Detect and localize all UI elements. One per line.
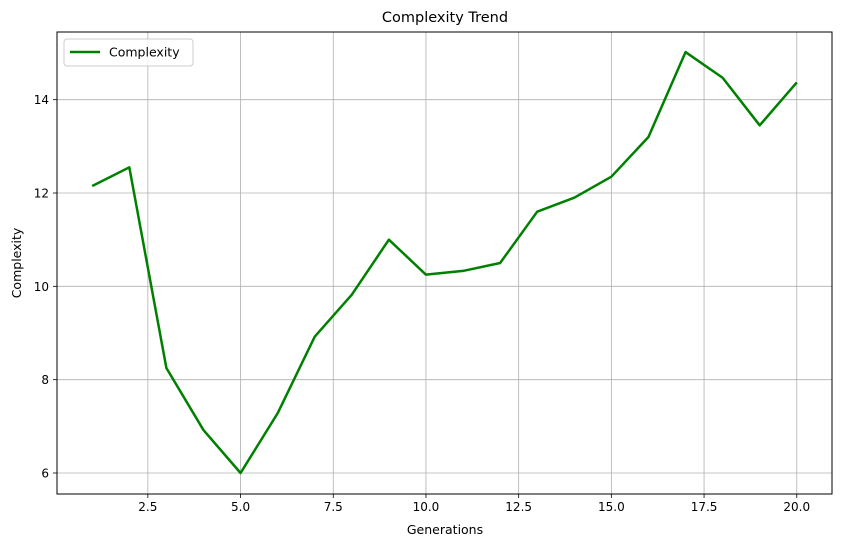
series-line-complexity xyxy=(91,50,798,475)
x-axis: 2.5 5.0 7.5 10.0 12.5 15.0 17.5 20.0 xyxy=(138,494,810,514)
plot-frame xyxy=(56,31,833,495)
legend-label-complexity: Complexity xyxy=(109,45,180,60)
legend: Complexity xyxy=(63,38,194,67)
x-axis-label: Generations xyxy=(407,522,483,537)
grid-lines xyxy=(57,32,832,494)
x-tick-label: 20.0 xyxy=(783,500,810,514)
y-tick-label: 8 xyxy=(41,373,49,387)
series-layer xyxy=(91,50,798,475)
y-tick-label: 12 xyxy=(34,187,49,201)
x-tick-label: 17.5 xyxy=(691,500,718,514)
y-axis-label: Complexity xyxy=(9,227,24,298)
y-axis: 6 8 10 12 14 xyxy=(34,93,57,481)
chart-title: Complexity Trend xyxy=(382,10,508,26)
y-tick-label: 10 xyxy=(34,280,49,294)
x-tick-label: 10.0 xyxy=(413,500,440,514)
x-tick-label: 2.5 xyxy=(138,500,157,514)
y-tick-label: 6 xyxy=(41,467,49,481)
x-tick-label: 5.0 xyxy=(231,500,250,514)
y-tick-label: 14 xyxy=(34,93,49,107)
legend-box xyxy=(63,38,194,67)
x-tick-label: 15.0 xyxy=(598,500,625,514)
x-tick-label: 7.5 xyxy=(324,500,343,514)
x-tick-label: 12.5 xyxy=(505,500,532,514)
